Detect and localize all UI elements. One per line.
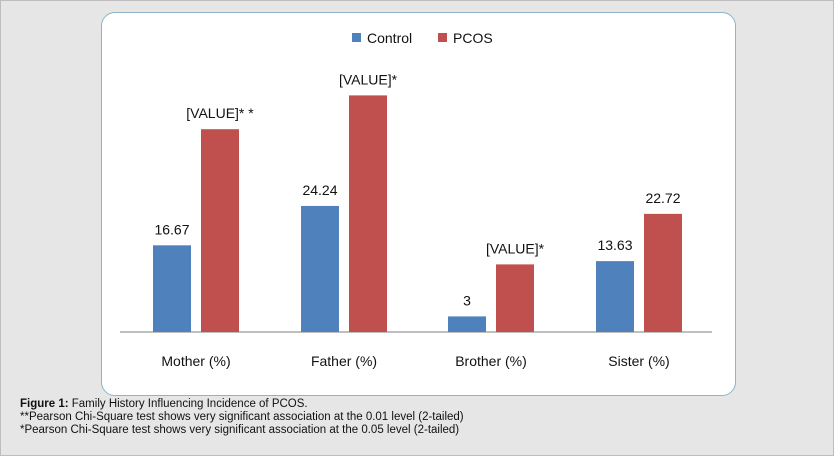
data-label-control-sister: 13.63 [597, 237, 632, 253]
figure-title: Family History Influencing Incidence of … [68, 398, 308, 410]
bar-pcos-sister [644, 213, 682, 332]
bars: 16.67 [VALUE]* * Mother (%) 24.24 [VALUE]* Fa… [153, 71, 682, 369]
figure-caption: Figure 1: Family History Influencing Inc… [20, 398, 820, 437]
data-label-pcos-brother: [VALUE]* [486, 240, 545, 256]
x-tick-label-sister: Sister (%) [608, 353, 669, 369]
legend: Control PCOS [352, 30, 493, 46]
x-tick-label-brother: Brother (%) [455, 353, 527, 369]
x-tick-label-mother: Mother (%) [161, 353, 230, 369]
data-label-control-mother: 16.67 [154, 221, 189, 237]
data-label-pcos-sister: 22.72 [645, 190, 680, 206]
bar-control-sister [596, 261, 634, 332]
bar-pcos-brother [496, 264, 534, 332]
bar-pcos-father [349, 95, 387, 333]
legend-swatch-pcos [438, 33, 447, 42]
legend-label-control: Control [367, 30, 412, 46]
legend-label-pcos: PCOS [453, 30, 493, 46]
data-label-pcos-mother: [VALUE]* * [186, 105, 254, 121]
data-label-control-brother: 3 [463, 292, 471, 308]
bar-chart: Control PCOS 16.67 [VALUE]* * Mother (%) 24.… [120, 30, 712, 369]
bar-control-mother [153, 245, 191, 332]
footnote-double-star: **Pearson Chi-Square test shows very sig… [20, 411, 464, 423]
x-tick-label-father: Father (%) [311, 353, 377, 369]
bar-control-father [301, 205, 339, 332]
legend-swatch-control [352, 33, 361, 42]
data-label-pcos-father: [VALUE]* [339, 71, 398, 87]
data-label-control-father: 24.24 [302, 182, 337, 198]
bar-control-brother [448, 316, 486, 332]
figure-label: Figure 1: [20, 398, 69, 410]
bar-pcos-mother [201, 129, 239, 332]
footnote-single-star: *Pearson Chi-Square test shows very sign… [20, 424, 460, 436]
